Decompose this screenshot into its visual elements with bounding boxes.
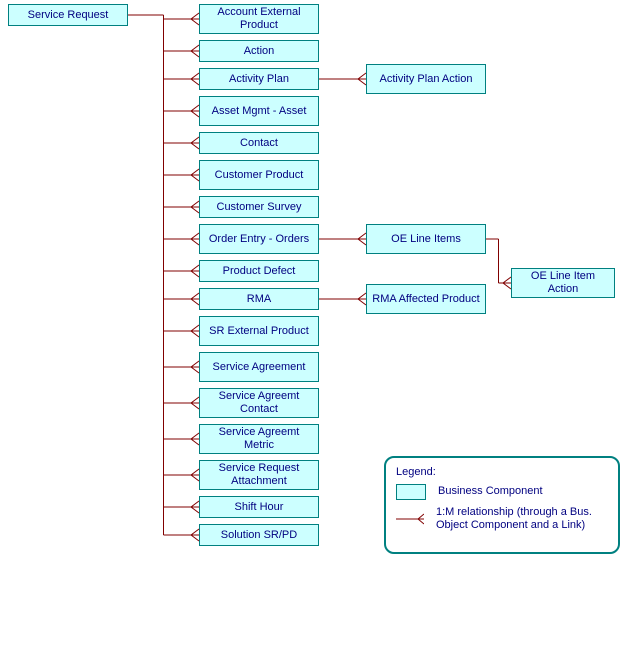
legend-box: Legend: Business Component 1:M relations… — [384, 456, 620, 554]
legend-row-component: Business Component — [396, 484, 608, 500]
node-solution-srpd: Solution SR/PD — [199, 524, 319, 546]
node-action: Action — [199, 40, 319, 62]
node-asset-mgmt: Asset Mgmt - Asset — [199, 96, 319, 126]
node-sr-attachment: Service Request Attachment — [199, 460, 319, 490]
node-oe-line-item-act: OE Line Item Action — [511, 268, 615, 298]
node-rma-aff-product: RMA Affected Product — [366, 284, 486, 314]
node-product-defect: Product Defect — [199, 260, 319, 282]
legend-component-label: Business Component — [438, 485, 543, 498]
node-service-agreement: Service Agreement — [199, 352, 319, 382]
node-act-plan-action: Activity Plan Action — [366, 64, 486, 94]
node-svc-agr-contact: Service Agreemt Contact — [199, 388, 319, 418]
legend-swatch-icon — [396, 484, 426, 500]
node-shift-hour: Shift Hour — [199, 496, 319, 518]
legend-title: Legend: — [396, 466, 608, 478]
node-rma: RMA — [199, 288, 319, 310]
node-contact: Contact — [199, 132, 319, 154]
node-root: Service Request — [8, 4, 128, 26]
node-svc-agr-metric: Service Agreemt Metric — [199, 424, 319, 454]
node-oe-line-items: OE Line Items — [366, 224, 486, 254]
legend-relationship-icon — [396, 512, 424, 526]
node-sr-ext-product: SR External Product — [199, 316, 319, 346]
node-activity-plan: Activity Plan — [199, 68, 319, 90]
node-order-entry: Order Entry - Orders — [199, 224, 319, 254]
legend-row-relationship: 1:M relationship (through a Bus. Object … — [396, 506, 608, 532]
node-account-ext-prod: Account External Product — [199, 4, 319, 34]
legend-relationship-label: 1:M relationship (through a Bus. Object … — [436, 506, 608, 532]
diagram-canvas: Legend: Business Component 1:M relations… — [0, 0, 633, 651]
node-cust-product: Customer Product — [199, 160, 319, 190]
node-cust-survey: Customer Survey — [199, 196, 319, 218]
